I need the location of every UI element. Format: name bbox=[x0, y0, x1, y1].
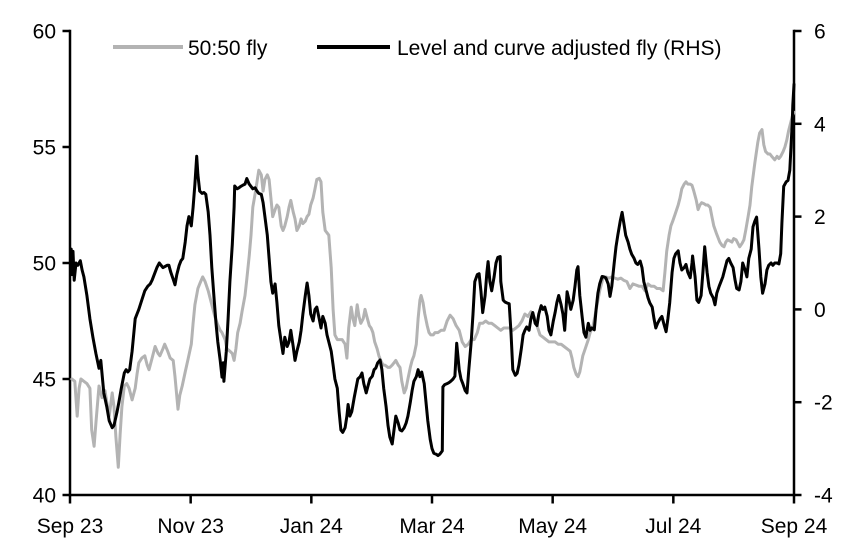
y-right-tick-label: 6 bbox=[814, 21, 826, 44]
x-tick-label: Nov 23 bbox=[157, 515, 224, 538]
y-right-tick-label: -2 bbox=[814, 392, 833, 415]
x-tick-label: Sep 24 bbox=[761, 515, 828, 538]
legend: 50:50 fly Level and curve adjusted fly (… bbox=[113, 37, 722, 60]
y-left-tick-label: 55 bbox=[33, 137, 56, 160]
y-left-tick-label: 60 bbox=[33, 21, 56, 44]
legend-label-adjusted-fly: Level and curve adjusted fly (RHS) bbox=[397, 37, 722, 60]
legend-label-5050-fly: 50:50 fly bbox=[188, 37, 268, 60]
axes: 60 55 50 45 40 6 4 2 0 -2 -4 Sep 23 Nov 23 Jan 24 Ma… bbox=[33, 21, 833, 539]
y-right-tick-label: -4 bbox=[814, 485, 833, 508]
series-adjusted-fly-line bbox=[69, 82, 796, 458]
y-right-tick-label: 0 bbox=[814, 299, 826, 322]
x-tick-label: Sep 23 bbox=[37, 515, 104, 538]
series-5050-fly-line bbox=[70, 110, 796, 469]
y-axis-right-ticks: 6 4 2 0 -2 -4 bbox=[794, 21, 833, 508]
y-left-tick-label: 40 bbox=[33, 485, 56, 508]
x-tick-label: May 24 bbox=[518, 515, 587, 538]
x-tick-label: Mar 24 bbox=[399, 515, 465, 538]
plot-series bbox=[69, 82, 796, 469]
y-right-tick-label: 4 bbox=[814, 113, 826, 136]
x-axis-ticks: Sep 23 Nov 23 Jan 24 Mar 24 May 24 Jul 24 Sep … bbox=[37, 495, 828, 538]
y-right-tick-label: 2 bbox=[814, 206, 826, 229]
x-tick-label: Jan 24 bbox=[280, 515, 343, 538]
x-tick-label: Jul 24 bbox=[645, 515, 701, 538]
y-left-tick-label: 50 bbox=[33, 253, 56, 276]
y-axis-left-ticks: 60 55 50 45 40 bbox=[33, 21, 70, 508]
y-left-tick-label: 45 bbox=[33, 369, 56, 392]
